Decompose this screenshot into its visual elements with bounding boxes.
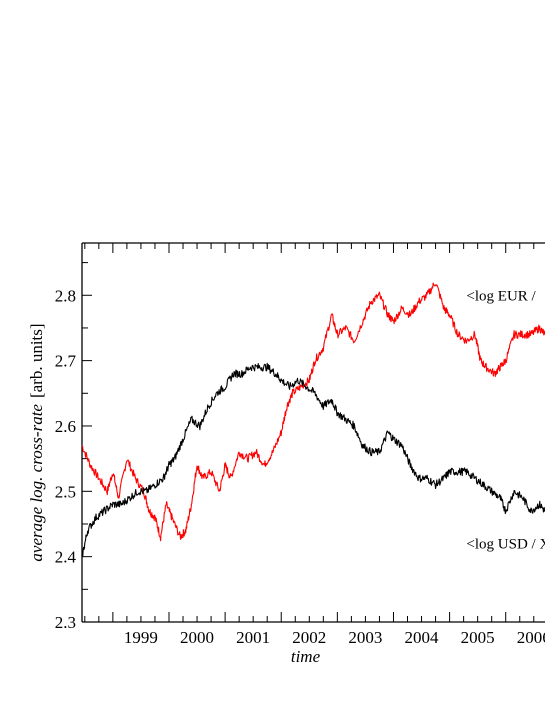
x-tick-label: 2003: [348, 628, 382, 647]
x-axis-title: time: [291, 647, 321, 666]
y-axis-title-unit: [arb. units]: [27, 323, 46, 398]
y-tick-label: 2.7: [55, 352, 77, 371]
x-tick-label: 2004: [405, 628, 440, 647]
plot-frame: [81, 242, 545, 623]
annotation-eur: <log EUR /: [466, 288, 536, 304]
series-line-black: [81, 362, 545, 557]
annotations-group: <log EUR / <log USD / X>: [466, 288, 545, 552]
x-tick-label: 2002: [292, 628, 326, 647]
x-tick-label: 2006: [517, 628, 545, 647]
x-tick-label: 2000: [180, 628, 214, 647]
y-tick-label: 2.3: [55, 613, 76, 632]
y-tick-label: 2.6: [55, 417, 76, 436]
annotation-usd: <log USD / X>: [466, 537, 545, 553]
y-axis-title-main: average log. cross-rate: [27, 404, 46, 562]
y-tick-label: 2.8: [55, 286, 76, 305]
y-axis-title: average log. cross-rate [arb. units]: [27, 323, 46, 561]
y-tick-label: 2.5: [55, 482, 76, 501]
series-group: [81, 282, 545, 557]
series-line-red: [81, 282, 545, 542]
x-tick-label: 2005: [461, 628, 495, 647]
x-axis-ticks: 1999 2000 2001 2002 2003 2004 2005 2006: [84, 243, 545, 647]
x-tick-label: 1999: [124, 628, 158, 647]
y-tick-label: 2.4: [55, 548, 77, 567]
y-axis-ticks: 2.3 2.4 2.5 2.6 2.7 2.8: [55, 262, 92, 632]
x-tick-label: 2001: [236, 628, 270, 647]
